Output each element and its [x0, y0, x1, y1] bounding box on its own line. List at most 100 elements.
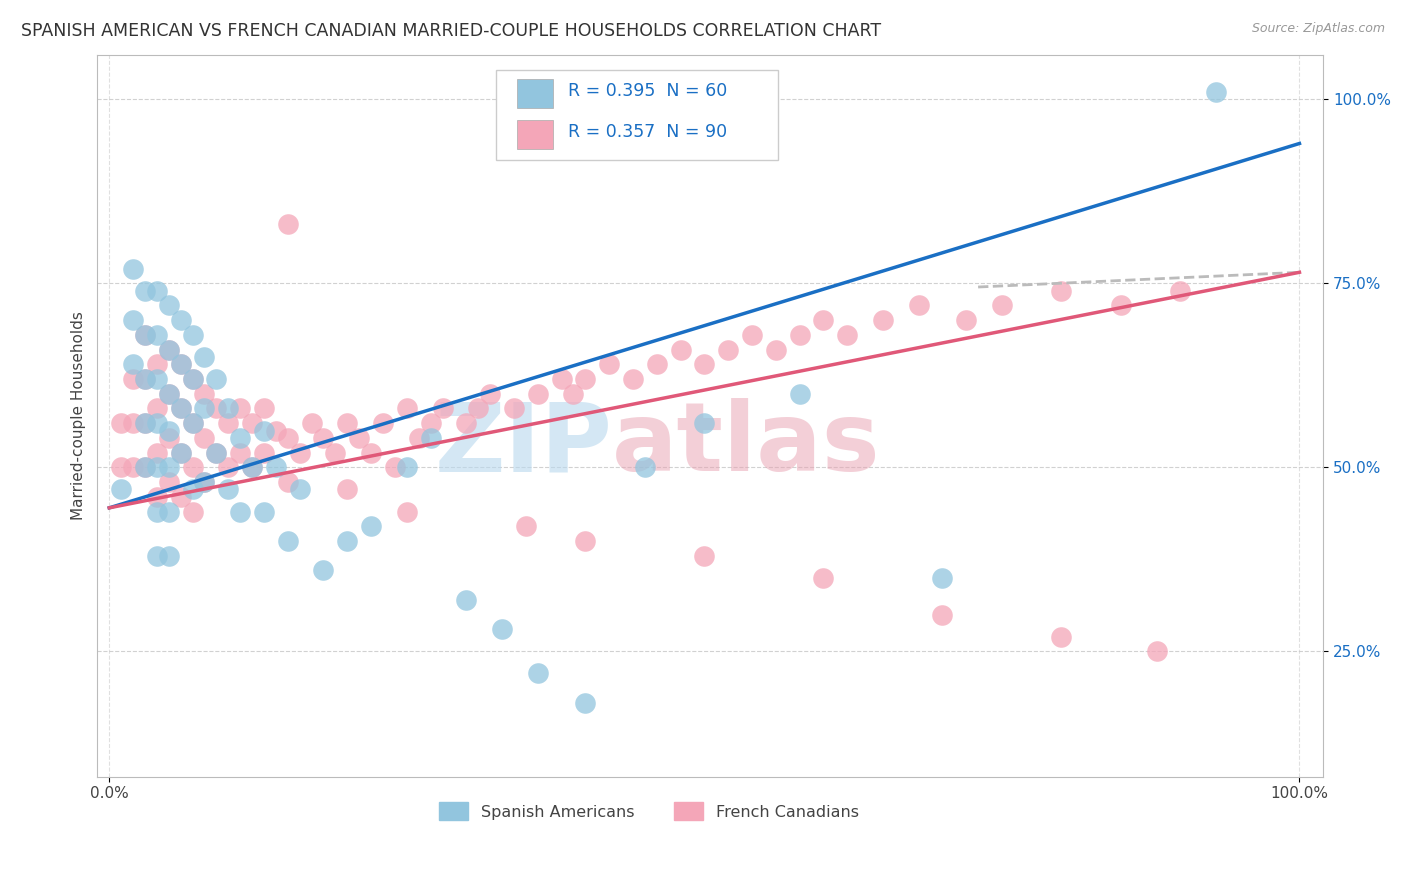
Point [837, 327, 859, 342]
Point [277, 475, 299, 489]
Point [217, 460, 239, 475]
Point [312, 431, 335, 445]
Point [550, 372, 572, 386]
Point [134, 372, 156, 386]
Text: SPANISH AMERICAN VS FRENCH CANADIAN MARRIED-COUPLE HOUSEHOLDS CORRELATION CHART: SPANISH AMERICAN VS FRENCH CANADIAN MARR… [21, 22, 882, 40]
Point [395, 401, 418, 416]
Point [991, 298, 1014, 312]
Point [240, 460, 263, 475]
Point [169, 445, 191, 459]
Point [157, 343, 180, 357]
Point [122, 460, 145, 475]
Point [157, 298, 180, 312]
Bar [516, 79, 554, 108]
Point [193, 431, 215, 445]
Point [277, 431, 299, 445]
Point [574, 533, 596, 548]
FancyBboxPatch shape [496, 70, 778, 160]
Bar [516, 120, 554, 149]
Point [717, 343, 740, 357]
Point [205, 372, 228, 386]
Point [456, 592, 478, 607]
Point [146, 357, 169, 371]
Point [146, 327, 169, 342]
Point [146, 416, 169, 430]
Point [598, 357, 620, 371]
Point [229, 504, 252, 518]
Point [931, 571, 953, 585]
Point [621, 372, 644, 386]
Point [384, 460, 406, 475]
Point [813, 571, 835, 585]
Point [503, 401, 526, 416]
Point [574, 372, 596, 386]
Point [193, 350, 215, 364]
Point [146, 490, 169, 504]
Point [193, 475, 215, 489]
Point [134, 284, 156, 298]
Point [134, 460, 156, 475]
Point [205, 401, 228, 416]
Point [134, 460, 156, 475]
Point [371, 416, 394, 430]
Point [395, 460, 418, 475]
Point [157, 386, 180, 401]
Point [193, 401, 215, 416]
Point [122, 261, 145, 276]
Point [253, 504, 276, 518]
Point [395, 504, 418, 518]
Point [526, 386, 548, 401]
Point [146, 372, 169, 386]
Y-axis label: Married-couple Households: Married-couple Households [72, 311, 86, 520]
Point [157, 343, 180, 357]
Point [432, 401, 454, 416]
Point [134, 372, 156, 386]
Point [122, 372, 145, 386]
Point [1109, 298, 1132, 312]
Point [169, 357, 191, 371]
Point [574, 696, 596, 710]
Point [645, 357, 668, 371]
Point [1050, 284, 1073, 298]
Point [360, 445, 382, 459]
Point [765, 343, 787, 357]
Point [110, 416, 132, 430]
Point [741, 327, 763, 342]
Point [419, 416, 441, 430]
Point [312, 563, 335, 577]
Point [693, 549, 716, 563]
Point [669, 343, 692, 357]
Point [693, 416, 716, 430]
Point [146, 445, 169, 459]
Point [157, 504, 180, 518]
Point [491, 622, 513, 636]
Point [479, 386, 502, 401]
Point [134, 416, 156, 430]
Point [562, 386, 585, 401]
Point [526, 666, 548, 681]
Point [634, 460, 657, 475]
Point [169, 445, 191, 459]
Point [181, 416, 204, 430]
Point [277, 218, 299, 232]
Text: Source: ZipAtlas.com: Source: ZipAtlas.com [1251, 22, 1385, 36]
Legend: Spanish Americans, French Canadians: Spanish Americans, French Canadians [433, 796, 865, 826]
Point [408, 431, 430, 445]
Point [336, 533, 359, 548]
Point [336, 416, 359, 430]
Text: R = 0.357  N = 90: R = 0.357 N = 90 [568, 123, 727, 141]
Point [240, 416, 263, 430]
Point [789, 386, 811, 401]
Point [907, 298, 929, 312]
Point [193, 475, 215, 489]
Point [1146, 644, 1168, 658]
Point [181, 504, 204, 518]
Point [253, 401, 276, 416]
Point [229, 445, 252, 459]
Point [181, 460, 204, 475]
Point [146, 460, 169, 475]
Point [205, 445, 228, 459]
Text: R = 0.395  N = 60: R = 0.395 N = 60 [568, 82, 727, 100]
Point [169, 357, 191, 371]
Point [217, 416, 239, 430]
